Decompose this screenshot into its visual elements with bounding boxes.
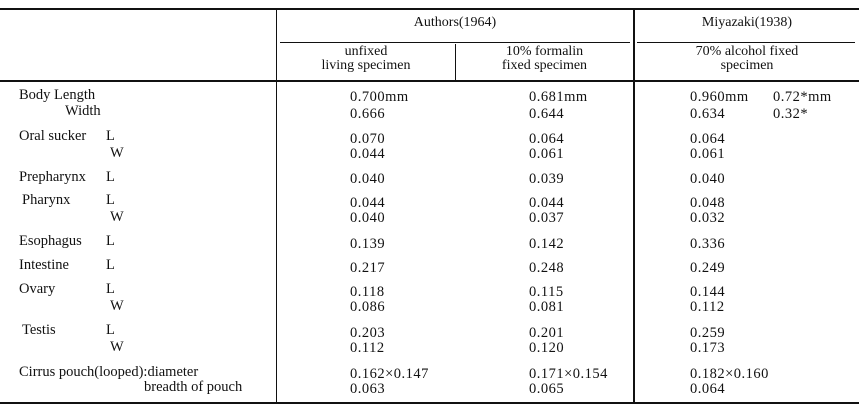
cell-alcohol: 0.064	[690, 381, 726, 397]
cell-formalin: 0.120	[529, 340, 565, 356]
cell-alcohol: 0.634	[690, 106, 726, 122]
cell-formalin: 0.142	[529, 236, 565, 252]
cell-formalin: 0.065	[529, 381, 565, 397]
cell-alcohol: 0.112	[690, 299, 725, 315]
cell-formalin: 0.201	[529, 325, 565, 341]
top-rule	[0, 8, 859, 10]
group-header-miyazaki: Miyazaki(1938)	[701, 15, 793, 30]
cell-formalin: 0.248	[529, 260, 565, 276]
subheader-divider	[455, 44, 456, 82]
cell-unfixed: 0.139	[350, 236, 386, 252]
column-header-line: unfixed	[344, 44, 388, 59]
cell-unfixed: 0.700mm	[350, 89, 409, 105]
cell-unfixed: 0.063	[350, 381, 386, 397]
cell-alcohol: 0.032	[690, 210, 726, 226]
column-header-line: living specimen	[321, 58, 411, 73]
cell-alcohol-alt: 0.72*mm	[773, 89, 832, 105]
column-header-line: specimen	[720, 58, 774, 73]
cell-alcohol: 0.061	[690, 146, 726, 162]
cell-alcohol: 0.259	[690, 325, 726, 341]
cell-alcohol: 0.182×0.160	[690, 366, 769, 382]
header-divider-left	[276, 8, 277, 82]
bottom-rule	[0, 402, 859, 404]
cell-unfixed: 0.070	[350, 131, 386, 147]
row-dimension: L	[106, 281, 115, 297]
row-label: breadth of pouch	[144, 379, 243, 395]
row-dimension: W	[110, 209, 124, 225]
header-divider-group	[633, 8, 635, 82]
row-label: Width	[65, 103, 101, 119]
row-dimension: W	[110, 298, 124, 314]
row-label: Esophagus	[19, 233, 82, 249]
row-label: Cirrus pouch(looped):diameter	[19, 364, 199, 380]
cell-formalin: 0.044	[529, 195, 565, 211]
body-divider-left	[276, 82, 277, 404]
cell-formalin: 0.081	[529, 299, 565, 315]
row-label: Prepharynx	[19, 169, 86, 185]
cell-alcohol: 0.960mm	[690, 89, 749, 105]
column-header-line: 70% alcohol fixed	[695, 44, 799, 59]
cell-unfixed: 0.162×0.147	[350, 366, 429, 382]
row-dimension: L	[106, 169, 115, 185]
row-label: Body Length	[19, 87, 96, 103]
cell-unfixed: 0.040	[350, 210, 386, 226]
header-bottom-rule	[0, 80, 859, 82]
row-dimension: W	[110, 339, 124, 355]
column-header-line: 10% formalin	[505, 44, 584, 59]
cell-formalin: 0.061	[529, 146, 565, 162]
cell-formalin: 0.644	[529, 106, 565, 122]
cell-unfixed: 0.086	[350, 299, 386, 315]
cell-unfixed: 0.044	[350, 195, 386, 211]
cell-formalin: 0.681mm	[529, 89, 588, 105]
row-label: Oral sucker	[19, 128, 87, 144]
cell-unfixed: 0.203	[350, 325, 386, 341]
cell-alcohol: 0.064	[690, 131, 726, 147]
cell-alcohol: 0.336	[690, 236, 726, 252]
cell-unfixed: 0.044	[350, 146, 386, 162]
row-dimension: L	[106, 128, 115, 144]
cell-formalin: 0.037	[529, 210, 565, 226]
row-dimension: L	[106, 192, 115, 208]
row-label: Testis	[22, 322, 56, 338]
cell-unfixed: 0.112	[350, 340, 385, 356]
row-label: Pharynx	[22, 192, 71, 208]
row-dimension: W	[110, 145, 124, 161]
row-dimension: L	[106, 322, 115, 338]
row-dimension: L	[106, 233, 115, 249]
group-header-authors: Authors(1964)	[413, 15, 497, 30]
row-dimension: L	[106, 257, 115, 273]
cell-unfixed: 0.666	[350, 106, 386, 122]
cell-formalin: 0.039	[529, 171, 565, 187]
cell-alcohol: 0.249	[690, 260, 726, 276]
body-divider-group	[633, 82, 635, 404]
cell-alcohol: 0.040	[690, 171, 726, 187]
group2-underline	[637, 42, 855, 43]
column-header-line: fixed specimen	[501, 58, 588, 73]
cell-alcohol: 0.144	[690, 284, 726, 300]
cell-formalin: 0.115	[529, 284, 564, 300]
cell-alcohol-alt: 0.32*	[773, 106, 809, 122]
cell-unfixed: 0.040	[350, 171, 386, 187]
row-label: Ovary	[19, 281, 56, 297]
group1-underline	[280, 42, 630, 43]
cell-unfixed: 0.118	[350, 284, 385, 300]
cell-unfixed: 0.217	[350, 260, 386, 276]
cell-formalin: 0.171×0.154	[529, 366, 608, 382]
cell-alcohol: 0.173	[690, 340, 726, 356]
cell-alcohol: 0.048	[690, 195, 726, 211]
cell-formalin: 0.064	[529, 131, 565, 147]
row-label: Intestine	[19, 257, 69, 273]
